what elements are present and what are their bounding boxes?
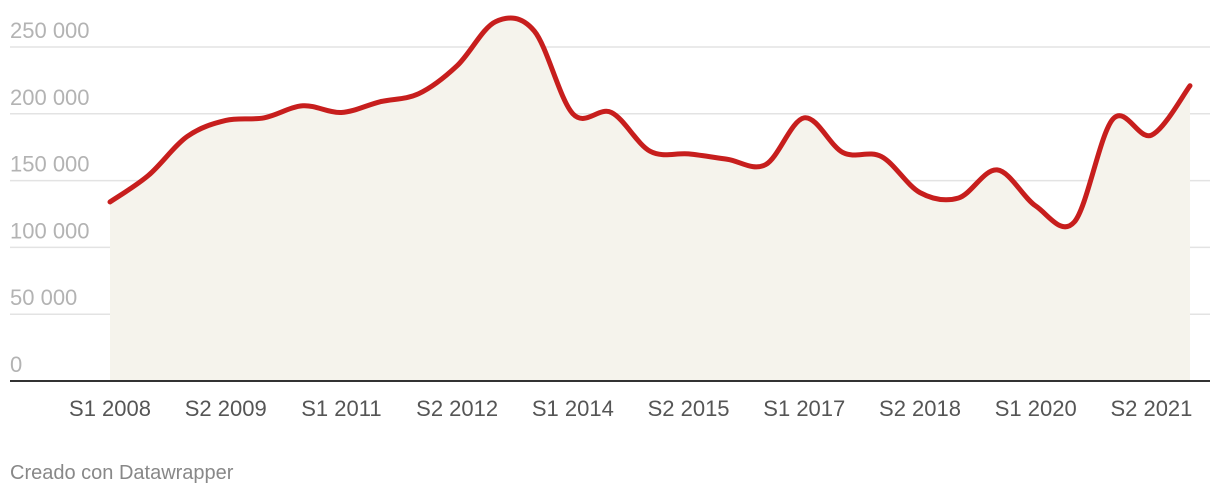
x-tick-label: S2 2021: [1110, 396, 1192, 421]
chart: 0 50 000 100 000 150 000 200 000 250 000 S1 2…: [10, 15, 1210, 421]
y-tick-label: 100 000: [10, 218, 90, 243]
y-tick-label: 0: [10, 352, 22, 377]
x-tick-label: S2 2009: [185, 396, 267, 421]
series-line: [107, 15, 1193, 230]
x-tick-label: S2 2015: [648, 396, 730, 421]
x-tick-label: S2 2012: [416, 396, 498, 421]
x-tick-label: S1 2020: [995, 396, 1077, 421]
x-axis-ticks: S1 2008 S2 2009 S1 2011 S2 2012 S1 2014 S2 20…: [69, 396, 1192, 421]
series-area: [110, 17, 1190, 381]
x-tick-label: S1 2008: [69, 396, 151, 421]
footer-credit: Creado con Datawrapper: [10, 462, 234, 484]
y-tick-label: 200 000: [10, 85, 90, 110]
x-tick-label: S1 2014: [532, 396, 614, 421]
x-tick-label: S1 2011: [301, 396, 381, 421]
y-tick-label: 250 000: [10, 18, 90, 43]
x-tick-label: S2 2018: [879, 396, 961, 421]
y-tick-label: 50 000: [10, 285, 77, 310]
y-axis-ticks: 0 50 000 100 000 150 000 200 000 250 000: [10, 18, 90, 377]
y-tick-label: 150 000: [10, 152, 90, 177]
x-tick-label: S1 2017: [763, 396, 845, 421]
